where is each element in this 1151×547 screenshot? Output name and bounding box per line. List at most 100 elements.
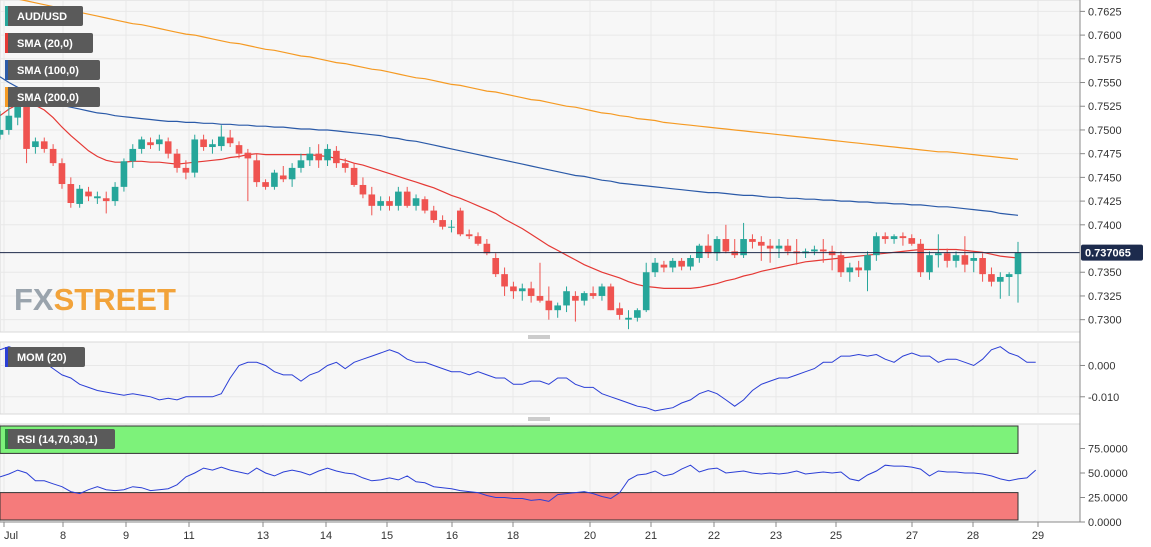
x-tick-label: 14 <box>320 530 332 542</box>
candle-down <box>164 141 172 154</box>
rsi-tick-label: 75.0000 <box>1088 444 1128 456</box>
x-tick-label: 25 <box>830 530 842 542</box>
candle-down <box>943 253 951 261</box>
sma100-line <box>0 76 1019 216</box>
candle-down <box>456 210 464 235</box>
candle-up <box>111 186 119 202</box>
candle-up <box>271 172 278 187</box>
candle-down <box>979 258 986 275</box>
candle-down <box>58 163 66 185</box>
legend-main-3-swatch <box>5 87 8 107</box>
y-tick-label: 0.7525 <box>1088 101 1122 113</box>
sma20-line <box>0 102 1019 289</box>
candle-down <box>483 243 491 254</box>
candle-down <box>359 184 367 195</box>
candle-down <box>465 234 473 237</box>
candle-down <box>439 220 446 227</box>
candle-down <box>704 245 712 254</box>
y-tick-label: 0.7450 <box>1088 172 1122 184</box>
candle-up <box>1014 252 1022 275</box>
rsi-tick-label: 50.0000 <box>1088 468 1128 480</box>
sma200-line <box>19 0 1019 160</box>
candle-down <box>757 241 765 246</box>
legend-main-1-box[interactable] <box>5 33 93 53</box>
legend-main-3-box[interactable] <box>5 87 100 107</box>
watermark-street: STREET <box>54 282 176 317</box>
candle-up <box>288 167 296 180</box>
x-tick-label: 23 <box>770 530 782 542</box>
candle-down <box>749 239 756 242</box>
candle-up <box>324 148 331 161</box>
x-tick-label: 11 <box>183 530 194 542</box>
candle-down <box>731 251 739 256</box>
x-tick-label: 13 <box>257 530 269 542</box>
legend-rsi-label: RSI (14,70,30,1) <box>17 434 98 446</box>
legend-main-1-label: SMA (20,0) <box>17 38 73 50</box>
candle-down <box>536 295 544 301</box>
mom-tick-label: 0.000 <box>1088 360 1116 372</box>
candle-down <box>430 210 438 221</box>
candle-up <box>625 317 632 320</box>
candle-down <box>589 293 597 296</box>
legend-main-3-label: SMA (200,0) <box>17 92 79 104</box>
candle-down <box>784 245 792 252</box>
legend-rsi-swatch <box>5 429 8 449</box>
candle-up <box>563 291 570 306</box>
candle-down <box>766 245 774 249</box>
pane-mom-background <box>0 341 1081 415</box>
candle-down <box>279 175 287 180</box>
candle-down <box>819 249 827 252</box>
candle-up <box>554 305 562 311</box>
candle-down <box>660 264 668 268</box>
y-tick-label: 0.7400 <box>1088 220 1122 232</box>
candle-down <box>85 191 92 197</box>
legend-main-2-swatch <box>5 60 8 80</box>
legend-main-2-label: SMA (100,0) <box>17 65 79 77</box>
candle-down <box>244 152 252 159</box>
legend-mom-box[interactable] <box>5 347 85 367</box>
y-tick-label: 0.7500 <box>1088 125 1122 137</box>
candle-down <box>253 160 261 183</box>
watermark-fx: FX <box>14 282 54 317</box>
candle-up <box>669 260 677 268</box>
fxstreet-watermark: FXSTREET <box>14 282 176 317</box>
legend-rsi-box[interactable] <box>5 429 115 449</box>
current-price-tag <box>1081 244 1143 261</box>
legend-main-0-box[interactable] <box>5 6 83 26</box>
y-tick-label: 0.7350 <box>1088 267 1122 279</box>
candle-down <box>527 288 535 296</box>
y-tick-label: 0.7625 <box>1088 6 1122 18</box>
x-tick-label: 27 <box>906 530 918 542</box>
candle-up <box>634 310 641 318</box>
candle-down <box>40 141 48 149</box>
candle-up <box>518 288 526 292</box>
legend-main-0-label: AUD/USD <box>17 11 67 23</box>
candle-down <box>67 184 75 203</box>
candle-down <box>173 153 181 168</box>
candle-up <box>191 139 199 173</box>
candle-up <box>412 198 420 206</box>
candle-down <box>908 238 916 244</box>
x-tick-label: 18 <box>507 530 519 542</box>
candle-down <box>607 286 615 311</box>
candle-down <box>572 295 579 301</box>
candle-down <box>49 148 57 164</box>
candle-down <box>368 194 376 206</box>
candle-up <box>970 258 978 261</box>
candle-down <box>988 274 995 282</box>
candle-up <box>873 236 880 256</box>
candle-up <box>996 276 1004 282</box>
candle-up <box>864 255 871 271</box>
y-tick-label: 0.7600 <box>1088 30 1122 42</box>
x-tick-label: 9 <box>123 530 129 542</box>
candle-up <box>138 139 145 149</box>
rsi-tick-label: 0.0000 <box>1088 517 1122 529</box>
candle-down <box>333 150 340 164</box>
rsi-tick-label: 25.0000 <box>1088 493 1128 505</box>
legend-mom-swatch <box>5 347 8 367</box>
legend-main-2-box[interactable] <box>5 60 100 80</box>
mom-line <box>0 346 1036 412</box>
candle-up <box>306 153 314 161</box>
candle-up <box>926 255 933 273</box>
